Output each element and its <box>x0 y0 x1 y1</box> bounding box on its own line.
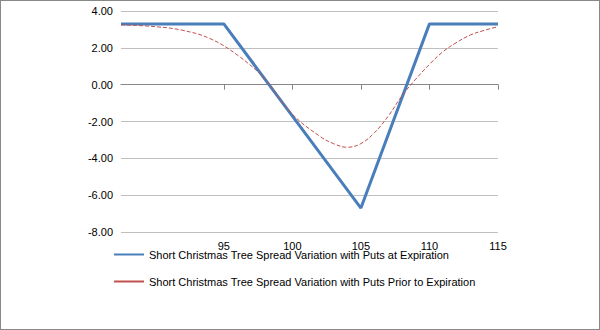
svg-text:100: 100 <box>283 239 302 252</box>
svg-text:2.00: 2.00 <box>92 42 113 54</box>
svg-text:Short Christmas Tree Spread Va: Short Christmas Tree Spread Variation wi… <box>149 249 449 261</box>
svg-text:-6.00: -6.00 <box>88 189 113 201</box>
svg-text:0.00: 0.00 <box>92 79 113 91</box>
svg-text:4.00: 4.00 <box>92 5 113 17</box>
svg-text:Short Christmas Tree Spread Va: Short Christmas Tree Spread Variation wi… <box>149 276 475 288</box>
svg-text:115: 115 <box>489 240 507 252</box>
svg-text:105: 105 <box>351 239 371 252</box>
svg-text:95: 95 <box>217 239 230 252</box>
svg-text:110: 110 <box>420 239 439 252</box>
svg-text:-2.00: -2.00 <box>88 116 113 128</box>
svg-text:-8.00: -8.00 <box>88 226 113 238</box>
svg-text:-4.00: -4.00 <box>88 152 113 164</box>
